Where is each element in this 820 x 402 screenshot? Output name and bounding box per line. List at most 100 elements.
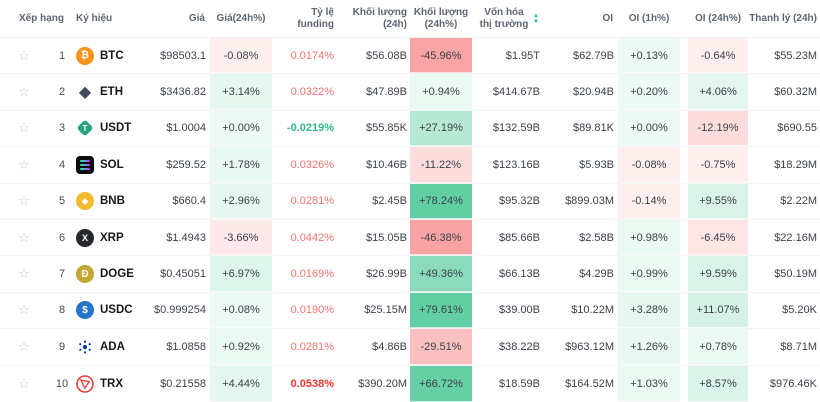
funding-rate-value: 0.0281% bbox=[290, 340, 334, 353]
table-row[interactable]: ☆ 8 $ USDC $0.999254 +0.08% 0.0190% $25.… bbox=[0, 292, 820, 330]
liquidation-24h-value: $5.20K bbox=[782, 304, 817, 317]
xrp-coin-icon: X bbox=[76, 228, 94, 247]
sort-carets-icon[interactable]: ▲ ▼ bbox=[533, 13, 539, 25]
symbol-cell[interactable]: SOL bbox=[76, 147, 132, 182]
table-row[interactable]: ☆ 4 SOL $259.52 +1.78% 0.0326% $10.46B -… bbox=[0, 147, 820, 184]
market-cap-value: $414.67B bbox=[492, 86, 540, 99]
liquidation-24h-value: $690.55 bbox=[777, 122, 817, 135]
open-interest-value: $89.81K bbox=[573, 122, 614, 135]
symbol-label: XRP bbox=[100, 231, 124, 244]
col-header-oi-change-1h[interactable]: OI (1h%) bbox=[628, 12, 670, 24]
symbol-label: BNB bbox=[100, 195, 125, 208]
col-header-oi-change-24h[interactable]: OI (24h%) bbox=[694, 12, 742, 24]
oi-change-24h-cell: +9.59% bbox=[688, 256, 748, 292]
table-row[interactable]: ☆ 3 T USDT $1.0004 +0.00% -0.0219% $55.8… bbox=[0, 110, 820, 148]
open-interest-value: $2.58B bbox=[579, 231, 614, 244]
symbol-label: ADA bbox=[100, 340, 125, 353]
funding-rate-value: 0.0190% bbox=[290, 304, 334, 317]
symbol-cell[interactable]: X XRP bbox=[76, 220, 132, 255]
symbol-cell[interactable]: TRX bbox=[76, 366, 132, 402]
volume-change-24h-cell: +79.61% bbox=[410, 292, 472, 329]
row-spacer bbox=[680, 147, 688, 182]
row-spacer bbox=[680, 74, 688, 109]
table-row[interactable]: ☆ 1 ₿ BTC $98503.1 -0.08% 0.0174% $56.08… bbox=[0, 38, 820, 75]
open-interest-value: $20.94B bbox=[573, 86, 614, 99]
col-header-price[interactable]: Giá bbox=[188, 12, 205, 24]
oi-change-24h-cell: +11.07% bbox=[688, 292, 748, 329]
liquidation-24h-value: $2.22M bbox=[780, 195, 817, 208]
col-header-rank[interactable]: Xếp hạng bbox=[18, 12, 64, 24]
open-interest-value: $62.79B bbox=[573, 49, 614, 62]
favorite-star-icon[interactable]: ☆ bbox=[18, 193, 30, 209]
liquidation-24h-value: $976.46K bbox=[769, 377, 817, 390]
liquidation-24h-value: $18.29M bbox=[774, 158, 817, 171]
symbol-cell[interactable]: ADA bbox=[76, 329, 132, 364]
favorite-star-icon[interactable]: ☆ bbox=[18, 47, 30, 63]
volume-24h-value: $15.05B bbox=[366, 231, 407, 244]
table-row[interactable]: ☆ 2 ◆ ETH $3436.82 +3.14% 0.0322% $47.89… bbox=[0, 74, 820, 111]
rank-value: 6 bbox=[58, 231, 66, 244]
price-value: $3436.82 bbox=[160, 86, 206, 99]
funding-rate-value: 0.0322% bbox=[290, 86, 334, 99]
market-cap-value: $95.32B bbox=[499, 195, 540, 208]
symbol-cell[interactable]: Ð DOGE bbox=[76, 256, 134, 291]
oi-change-1h-cell: +0.99% bbox=[618, 256, 680, 292]
volume-change-24h-cell: +78.24% bbox=[410, 183, 472, 219]
market-cap-value: $1.95T bbox=[505, 49, 540, 62]
col-header-price-change-24h[interactable]: Giá(24h%) bbox=[216, 12, 266, 24]
open-interest-value: $899.03M bbox=[565, 195, 614, 208]
favorite-star-icon[interactable]: ☆ bbox=[18, 302, 30, 318]
ada-coin-icon bbox=[76, 338, 94, 356]
row-spacer bbox=[680, 329, 688, 364]
row-spacer bbox=[680, 366, 688, 402]
doge-coin-icon: Ð bbox=[76, 265, 94, 284]
volume-change-24h-cell: -46.38% bbox=[410, 219, 472, 256]
oi-change-1h-cell: +0.20% bbox=[618, 74, 680, 110]
favorite-star-icon[interactable]: ☆ bbox=[18, 338, 30, 354]
col-header-market-cap[interactable]: Vốn hóa thị trường ▲ ▼ bbox=[472, 7, 545, 31]
oi-change-24h-cell: +4.06% bbox=[688, 74, 748, 110]
oi-change-24h-cell: -0.64% bbox=[688, 38, 748, 74]
price-change-24h-cell: +0.08% bbox=[210, 292, 272, 329]
eth-coin-icon: ◆ bbox=[78, 84, 92, 102]
symbol-cell[interactable]: ◆ ETH bbox=[76, 74, 132, 109]
open-interest-value: $4.29B bbox=[579, 268, 614, 281]
volume-change-24h-cell: -11.22% bbox=[410, 147, 472, 183]
favorite-star-icon[interactable]: ☆ bbox=[18, 84, 30, 100]
row-spacer bbox=[680, 38, 688, 73]
col-header-symbol[interactable]: Ký hiệu bbox=[76, 12, 113, 24]
favorite-star-icon[interactable]: ☆ bbox=[18, 266, 30, 282]
funding-rate-value: 0.0174% bbox=[290, 49, 334, 62]
trx-coin-icon bbox=[76, 374, 94, 393]
col-header-liquidation-24h[interactable]: Thanh lý (24h) bbox=[749, 12, 817, 24]
bnb-coin-icon: ◆ bbox=[76, 192, 94, 211]
price-value: $1.0004 bbox=[166, 122, 206, 135]
oi-change-1h-cell: +1.26% bbox=[618, 329, 680, 365]
usdc-coin-icon: $ bbox=[76, 301, 94, 320]
symbol-cell[interactable]: ₿ BTC bbox=[76, 38, 132, 73]
table-row[interactable]: ☆ 10 TRX $0.21558 +4.44% 0.0538% $390.20… bbox=[0, 365, 820, 402]
symbol-label: USDT bbox=[100, 122, 132, 135]
rank-value: 7 bbox=[58, 268, 66, 281]
col-header-volume-change-24h[interactable]: Khối lượng (24h%) bbox=[413, 6, 469, 30]
symbol-cell[interactable]: $ USDC bbox=[76, 293, 133, 328]
symbol-label: SOL bbox=[100, 158, 124, 171]
symbol-cell[interactable]: T USDT bbox=[76, 111, 132, 146]
col-header-open-interest[interactable]: OI bbox=[602, 12, 613, 24]
rank-value: 1 bbox=[58, 49, 66, 62]
volume-24h-value: $47.89B bbox=[366, 86, 407, 99]
col-header-funding-rate[interactable]: Tỷ lệ funding bbox=[297, 6, 334, 30]
price-change-24h-cell: +0.00% bbox=[210, 110, 272, 147]
table-row[interactable]: ☆ 9 ADA $1.0858 +0.92% 0.0281% $4.86B -2… bbox=[0, 329, 820, 366]
favorite-star-icon[interactable]: ☆ bbox=[18, 229, 30, 245]
table-row[interactable]: ☆ 6 X XRP $1.4943 -3.66% 0.0442% $15.05B… bbox=[0, 219, 820, 257]
favorite-star-icon[interactable]: ☆ bbox=[18, 120, 30, 136]
favorite-star-icon[interactable]: ☆ bbox=[18, 156, 30, 172]
table-row[interactable]: ☆ 5 ◆ BNB $660.4 +2.96% 0.0281% $2.45B +… bbox=[0, 183, 820, 220]
symbol-cell[interactable]: ◆ BNB bbox=[76, 184, 132, 219]
funding-rate-value: 0.0442% bbox=[290, 231, 334, 244]
funding-rate-value: 0.0538% bbox=[290, 377, 334, 390]
col-header-volume-24h[interactable]: Khối lượng (24h) bbox=[352, 6, 407, 30]
table-row[interactable]: ☆ 7 Ð DOGE $0.45051 +6.97% 0.0169% $26.9… bbox=[0, 256, 820, 293]
favorite-star-icon[interactable]: ☆ bbox=[18, 375, 30, 391]
